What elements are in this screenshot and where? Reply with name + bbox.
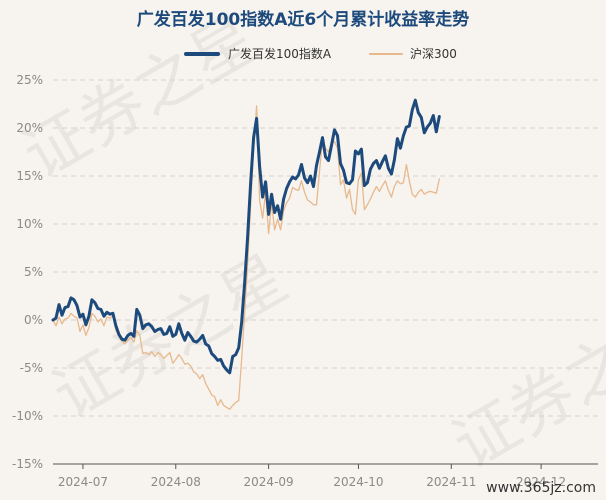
legend: 广发百发100指数A 沪深300 xyxy=(184,46,457,61)
y-tick-label: 0% xyxy=(24,313,43,327)
y-tick-label: 25% xyxy=(16,73,43,87)
legend-label-fund: 广发百发100指数A xyxy=(228,46,332,61)
y-tick-label: 20% xyxy=(16,121,43,135)
y-axis-ticks: -15% -10% -5% 0% 5% 10% 15% 20% 25% xyxy=(12,73,43,471)
series-line-fund xyxy=(51,98,441,375)
series-layer xyxy=(51,98,441,410)
legend-label-index: 沪深300 xyxy=(410,47,457,61)
y-tick-label: -10% xyxy=(12,409,43,423)
watermark-footer: www.365jz.com xyxy=(486,480,596,496)
y-tick-label: -15% xyxy=(12,457,43,471)
grid-lines xyxy=(53,79,598,417)
x-tick-label: 2024-07 xyxy=(58,475,108,489)
x-axis-ticks: 2024-07 2024-08 2024-09 2024-10 2024-11 2024-… xyxy=(58,464,566,489)
y-tick-label: -5% xyxy=(20,361,43,375)
x-tick-label: 2024-08 xyxy=(151,475,201,489)
y-tick-label: 15% xyxy=(16,169,43,183)
x-tick-label: 2024-12 xyxy=(516,475,566,489)
x-tick-label: 2024-09 xyxy=(244,475,294,489)
x-tick-label: 2024-10 xyxy=(333,475,383,489)
y-tick-label: 5% xyxy=(24,265,43,279)
y-tick-label: 10% xyxy=(16,217,43,231)
chart-title: 广发百发100指数A近6个月累计收益率走势 xyxy=(137,9,469,30)
x-tick-label: 2024-11 xyxy=(426,475,476,489)
